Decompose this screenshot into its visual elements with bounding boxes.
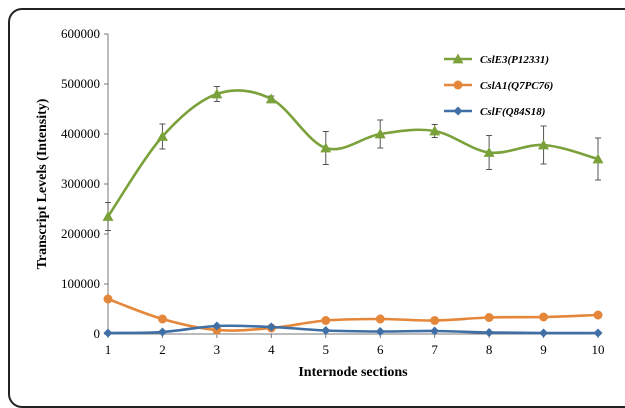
legend-item: CslE3(P12331) [444,53,549,66]
y-tick-label: 100000 [61,276,100,291]
data-point [539,312,549,322]
series-line [107,297,599,332]
data-point [375,314,385,324]
data-point [374,128,386,139]
y-tick-label: 200000 [61,226,100,241]
series-line [106,89,599,218]
data-point [539,328,549,338]
data-point [321,316,331,325]
x-tick-label: 7 [431,342,438,357]
legend-swatch-marker [453,80,463,90]
data-point [538,139,550,150]
series-circle [103,294,603,335]
y-tick-label: 300000 [61,176,100,191]
data-point [103,328,113,338]
data-point [157,314,167,324]
legend-label: CslA1(Q7PC76) [480,80,553,92]
legend-swatch-marker [453,106,463,116]
data-point [484,328,494,337]
data-point [212,321,222,331]
y-tick-labels: 0 100000 200000 300000 400000 500000 600000 [61,26,100,341]
series-layer [102,86,604,338]
x-tick-label: 8 [486,342,493,357]
data-point [157,327,167,337]
data-point [156,131,168,141]
y-axis-label: Transcript Levels (Intensity) [35,98,50,269]
legend-swatch-marker [452,53,464,64]
data-point [265,93,277,104]
data-point [592,153,604,164]
y-tick-label: 600000 [61,26,100,41]
x-tick-label: 10 [592,342,605,357]
data-point [430,316,440,325]
series-line [107,324,599,335]
data-point [593,310,603,320]
y-tick-label: 500000 [61,76,100,91]
series-triangle [102,86,604,231]
x-tick-label: 9 [540,342,547,357]
data-point [430,326,440,336]
legend-label: CslF(Q84S18) [480,106,545,118]
data-point [103,294,113,304]
data-point [102,211,114,221]
data-point [484,313,494,322]
data-point [593,328,603,338]
legend-label: CslE3(P12331) [480,54,549,66]
x-tick-label: 4 [268,342,275,357]
x-tick-label: 5 [323,342,330,357]
line-chart: 0 100000 200000 300000 400000 500000 600000 1 2… [35,26,605,378]
data-point [211,88,223,99]
data-point [321,326,331,335]
legend-item: CslA1(Q7PC76) [444,80,553,92]
x-tick-label: 3 [214,342,221,357]
x-tick-label: 2 [159,342,166,357]
y-tick-label: 0 [94,326,101,341]
legend: CslE3(P12331) CslA1(Q7PC76) CslF(Q84S18) [444,53,553,118]
data-point [266,322,276,332]
x-tick-labels: 1 2 3 4 5 6 7 8 9 10 [105,342,605,357]
data-point [320,142,332,153]
legend-item: CslF(Q84S18) [444,106,545,118]
y-tick-label: 400000 [61,126,100,141]
data-point [483,147,495,157]
x-tick-label: 1 [105,342,112,357]
x-tick-label: 6 [377,342,384,357]
series-diamond [103,321,603,338]
x-axis-label: Internode sections [298,365,408,378]
data-point [375,327,385,336]
data-point [429,125,441,136]
